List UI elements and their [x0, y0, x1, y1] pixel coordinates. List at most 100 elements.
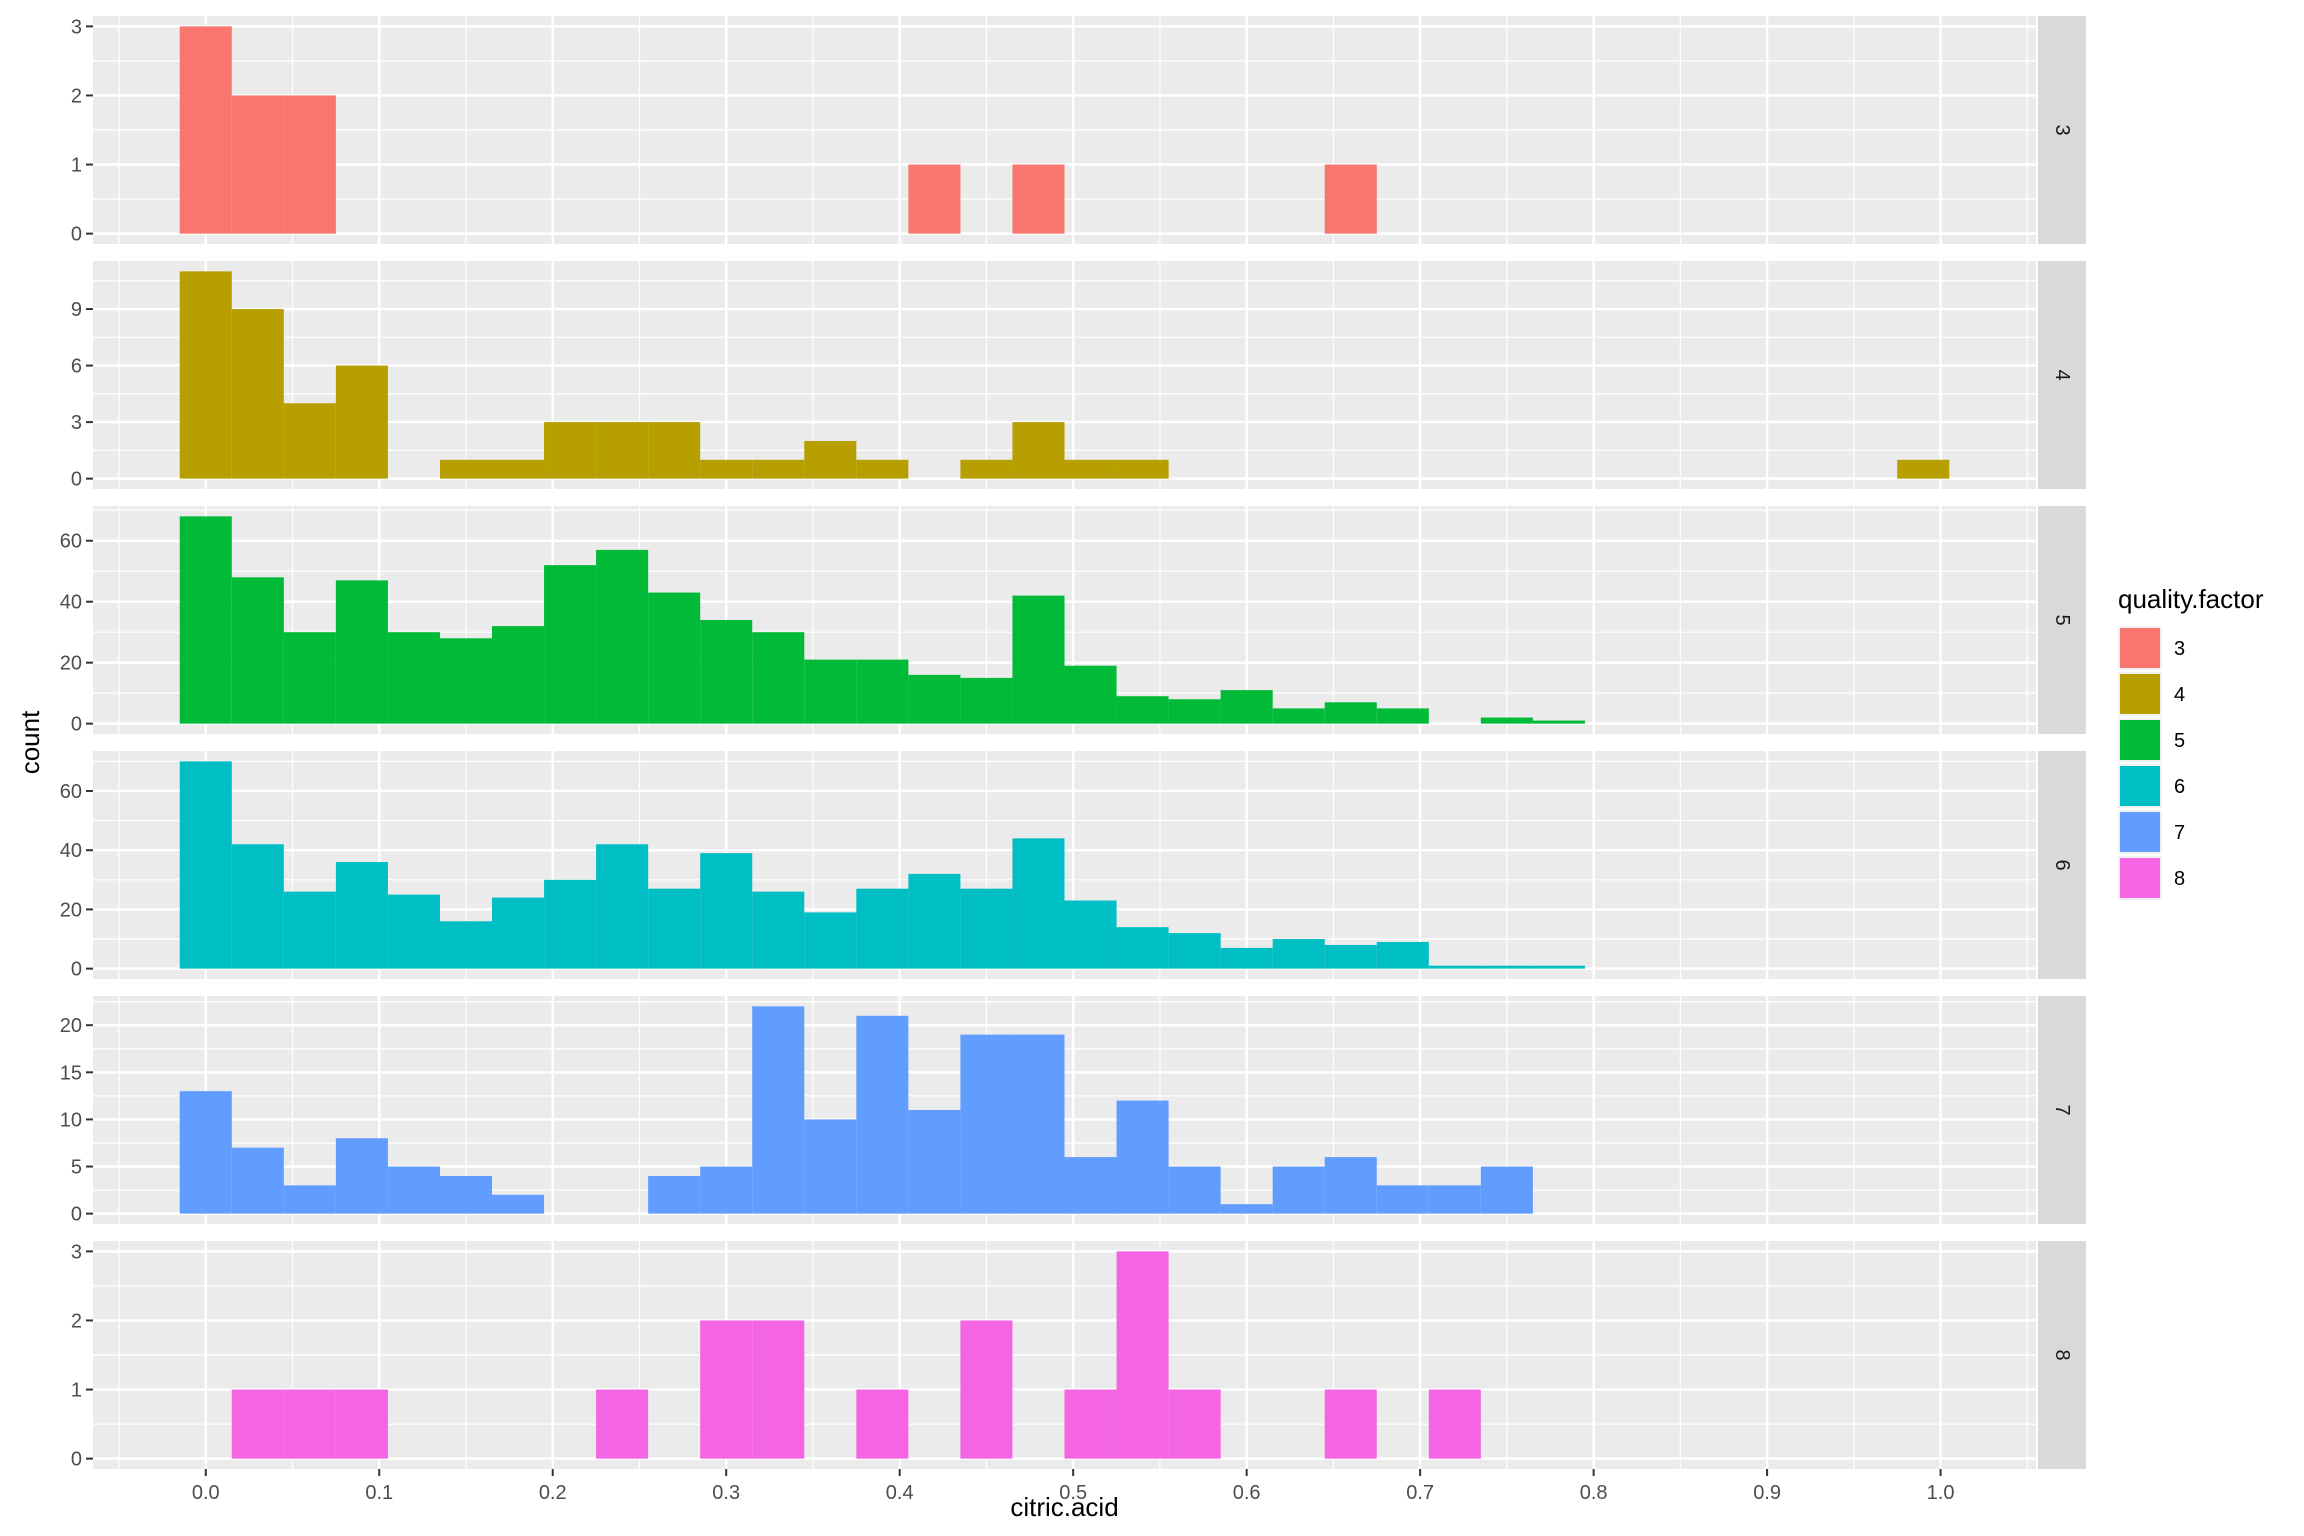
histogram-bar	[804, 440, 857, 479]
x-axis-title: citric.acid	[1010, 1492, 1118, 1522]
histogram-bar	[804, 912, 857, 969]
y-tick-label: 2	[71, 1310, 82, 1332]
histogram-bar	[1168, 1389, 1221, 1459]
legend-item-5: 5	[2118, 718, 2185, 762]
histogram-bar	[752, 459, 805, 479]
histogram-bar	[1428, 965, 1481, 969]
histogram-bar	[648, 888, 701, 969]
facet-strip	[2038, 751, 2086, 979]
histogram-bar	[1064, 665, 1117, 724]
legend-label: 8	[2174, 868, 2185, 890]
legend-label: 4	[2174, 684, 2185, 706]
histogram-bar	[804, 1119, 857, 1214]
histogram-bar	[1532, 720, 1585, 724]
y-tick-label: 0	[71, 959, 82, 981]
y-tick-label: 60	[60, 531, 82, 553]
facet-strip-label: 4	[2051, 369, 2073, 380]
y-tick-label: 0	[71, 714, 82, 736]
histogram-bars-7	[179, 1006, 1533, 1214]
y-tick-label: 3	[71, 412, 82, 434]
histogram-bar	[700, 853, 753, 969]
histogram-bar	[856, 888, 909, 969]
histogram-bar	[283, 632, 336, 724]
legend-key-swatch	[2120, 858, 2160, 898]
histogram-bar	[752, 1006, 805, 1214]
histogram-bar	[856, 459, 909, 479]
histogram-bar	[1168, 933, 1221, 969]
facet-strip	[2038, 16, 2086, 244]
histogram-bar	[596, 549, 649, 724]
histogram-bar	[439, 459, 493, 479]
histogram-bar	[960, 1034, 1013, 1214]
histogram-bar	[544, 422, 597, 479]
histogram-bar	[492, 897, 545, 969]
histogram-bar	[1064, 900, 1117, 969]
histogram-bar	[179, 516, 232, 724]
histogram-bar	[908, 873, 961, 969]
histogram-bar	[1272, 1166, 1325, 1214]
histogram-bar	[960, 677, 1013, 724]
histogram-bar	[1480, 717, 1533, 724]
histogram-bar	[1272, 939, 1325, 969]
histogram-bar	[1116, 1100, 1169, 1214]
histogram-bar	[544, 565, 597, 724]
legend-item-8: 8	[2118, 856, 2185, 900]
histogram-bar	[1064, 1157, 1117, 1214]
histogram-bars-8	[231, 1251, 1481, 1459]
y-tick-label: 20	[60, 899, 82, 921]
facet-strip-label: 8	[2051, 1349, 2073, 1360]
histogram-bar	[1376, 708, 1429, 724]
histogram-bar	[1220, 690, 1273, 724]
facet-panel-8: 0 1 2 3 8	[71, 1241, 2086, 1471]
histogram-bar	[439, 921, 493, 969]
y-tick-label: 1	[71, 155, 82, 177]
histogram-bar	[335, 1138, 388, 1214]
legend-label: 7	[2174, 822, 2185, 844]
y-tick-label: 2	[71, 85, 82, 107]
x-axis: 0.0 0.1 0.2 0.3 0.4 0.5 0.6 0.7 0.8 0.9 1.0	[192, 1469, 1955, 1504]
histogram-bar	[856, 1015, 909, 1214]
histogram-bar	[1376, 941, 1429, 969]
histogram-bar	[1376, 1185, 1429, 1214]
histogram-bar	[231, 1147, 284, 1214]
facet-panel-6: 0 20 40 60 6	[60, 751, 2086, 981]
y-tick-label: 40	[60, 840, 82, 862]
histogram-bars-6	[179, 761, 1585, 969]
histogram-bar	[1012, 1034, 1065, 1214]
y-tick-label: 20	[60, 653, 82, 675]
y-tick-label: 10	[60, 1109, 82, 1131]
facet-strip-label: 7	[2051, 1104, 2073, 1115]
y-tick-label: 1	[71, 1380, 82, 1402]
histogram-bar	[1324, 1157, 1377, 1214]
y-tick-label: 5	[71, 1157, 82, 1179]
x-tick-label: 0.6	[1233, 1482, 1261, 1504]
histogram-bar	[283, 891, 336, 969]
facet-panel-4: 0 3 6 9 4	[71, 261, 2086, 491]
histogram-bar	[596, 1389, 649, 1459]
histogram-bar	[700, 459, 753, 479]
x-tick-label: 0.3	[712, 1482, 740, 1504]
x-tick-label: 0.7	[1406, 1482, 1434, 1504]
histogram-bar	[1428, 1389, 1481, 1459]
histogram-bar	[1012, 164, 1065, 234]
y-tick-label: 20	[60, 1015, 82, 1037]
legend-label: 5	[2174, 730, 2185, 752]
histogram-bar	[231, 844, 284, 969]
histogram-bar	[700, 620, 753, 724]
histogram-bar	[231, 1389, 284, 1459]
histogram-bar	[231, 309, 284, 479]
histogram-bar	[335, 365, 388, 479]
histogram-bar	[283, 95, 336, 234]
histogram-bar	[960, 888, 1013, 969]
histogram-bar	[1012, 595, 1065, 724]
x-tick-label: 0.5	[1059, 1482, 1087, 1504]
legend-key-swatch	[2120, 720, 2160, 760]
legend-item-3: 3	[2118, 626, 2185, 670]
histogram-bar	[1272, 708, 1325, 724]
histogram-bar	[1064, 459, 1117, 479]
y-tick-label: 9	[71, 299, 82, 321]
legend-label: 6	[2174, 776, 2185, 798]
x-tick-label: 1.0	[1927, 1482, 1955, 1504]
histogram-bar	[387, 632, 440, 724]
